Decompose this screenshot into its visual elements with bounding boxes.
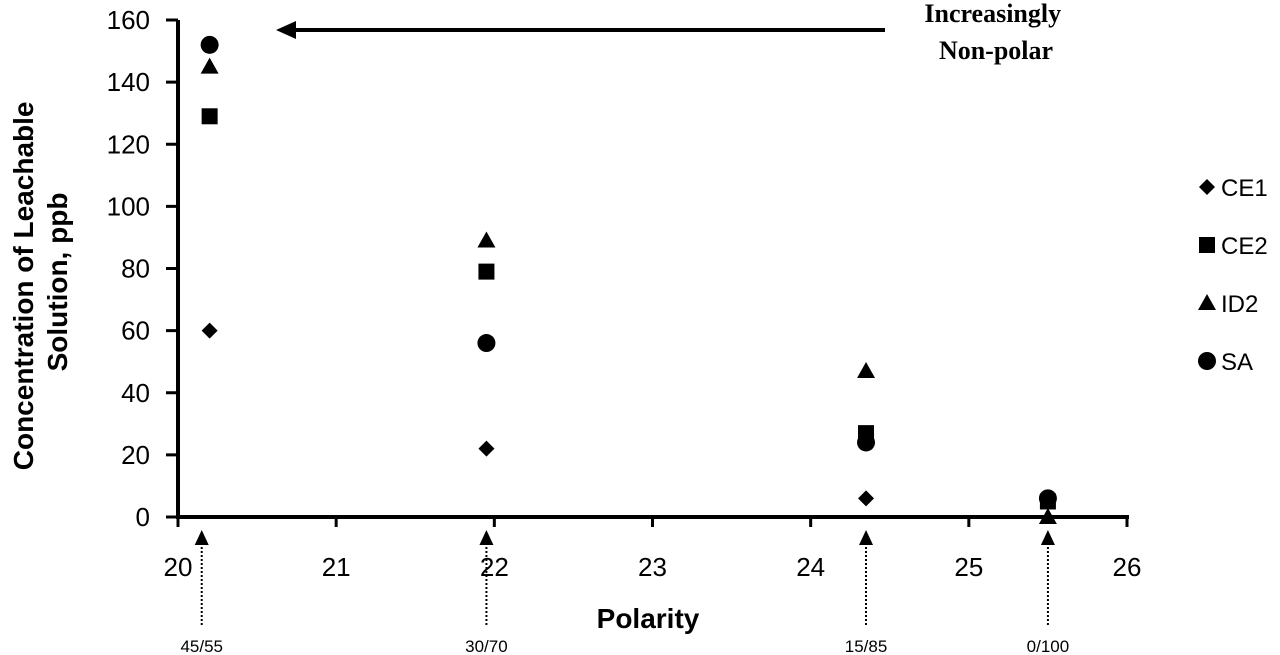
- y-axis-title: Concentration of Leachable Solution, ppb: [8, 94, 73, 471]
- x-tick-label: 23: [638, 552, 667, 582]
- point-id2: [1038, 508, 1057, 524]
- data-points: [200, 35, 1057, 524]
- annotation-line-1: Increasingly: [924, 0, 1061, 28]
- point-id2: [857, 362, 876, 379]
- composition-label: 15/85: [845, 637, 888, 655]
- up-arrow-icon: [1040, 530, 1055, 545]
- y-tick-label: 20: [121, 440, 150, 470]
- up-arrow-icon: [479, 530, 494, 545]
- up-arrow-icon: [859, 530, 874, 545]
- x-ticks: 20 21 22 23 24 25 26: [164, 517, 1142, 582]
- legend-marker-sa: [1198, 352, 1216, 370]
- point-ce1: [201, 322, 218, 339]
- y-tick-label: 80: [121, 254, 150, 284]
- x-tick-label: 20: [164, 552, 193, 582]
- point-sa: [1038, 489, 1057, 508]
- y-tick-label: 100: [107, 191, 150, 221]
- y-tick-label: 140: [107, 67, 150, 97]
- composition-label: 45/55: [180, 637, 223, 655]
- composition-label: 0/100: [1027, 637, 1070, 655]
- y-tick-label: 160: [107, 5, 150, 35]
- y-tick-label: 0: [136, 502, 150, 532]
- x-tick-label: 21: [322, 552, 351, 582]
- x-axis-title: Polarity: [597, 603, 700, 634]
- y-axis-title-line-1: Concentration of Leachable: [8, 102, 39, 471]
- point-sa: [857, 433, 876, 452]
- x-tick-label: 26: [1113, 552, 1142, 582]
- y-tick-label: 60: [121, 316, 150, 346]
- composition-label: 30/70: [465, 637, 508, 655]
- up-arrow-icon: [194, 530, 209, 545]
- composition-markers: 45/55 30/70 15/85 0/100: [180, 530, 1069, 655]
- point-sa: [477, 334, 496, 353]
- annotation-text: Increasingly Non-polar: [924, 0, 1067, 65]
- point-id2: [200, 57, 219, 74]
- y-axis-title-line-2: Solution, ppb: [42, 193, 73, 372]
- annotation-line-2: Non-polar: [939, 36, 1053, 65]
- x-tick-label: 25: [954, 552, 983, 582]
- legend-marker-ce1: [1199, 179, 1215, 195]
- legend-marker-ce2: [1199, 237, 1215, 253]
- legend: CE1 CE2 ID2 SA: [1198, 175, 1268, 376]
- x-tick-label: 22: [480, 552, 509, 582]
- legend-label-id2: ID2: [1221, 291, 1258, 318]
- point-id2: [477, 231, 496, 248]
- y-tick-label: 40: [121, 378, 150, 408]
- legend-label-ce2: CE2: [1221, 233, 1268, 260]
- arrowhead-icon: [276, 21, 296, 39]
- annotation: Increasingly Non-polar: [276, 0, 1067, 65]
- y-ticks: 0 20 40 60 80 100 120 140 160: [107, 5, 178, 532]
- y-tick-label: 120: [107, 129, 150, 159]
- point-sa: [200, 35, 219, 54]
- point-ce2: [478, 263, 495, 280]
- legend-marker-id2: [1198, 294, 1216, 310]
- legend-label-sa: SA: [1221, 349, 1253, 376]
- axes: [176, 20, 1129, 519]
- legend-label-ce1: CE1: [1221, 175, 1268, 202]
- point-ce1: [478, 440, 495, 457]
- x-tick-label: 24: [796, 552, 825, 582]
- point-ce2: [201, 108, 218, 125]
- point-ce1: [858, 490, 875, 507]
